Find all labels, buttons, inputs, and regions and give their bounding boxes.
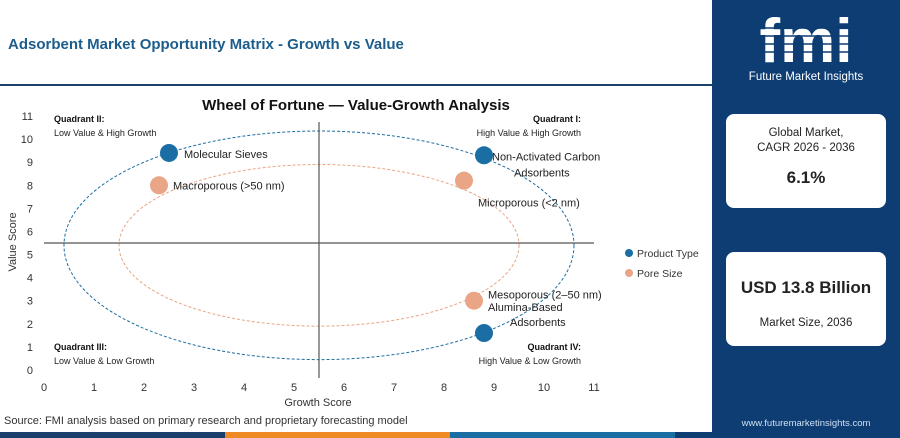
legend-marker (625, 249, 633, 257)
legend-marker (625, 269, 633, 277)
data-point (160, 143, 178, 162)
y-tick-label: 9 (27, 157, 33, 169)
y-tick-label: 8 (27, 180, 33, 192)
data-point-label-line: Non-Activated Carbon (492, 151, 600, 163)
y-tick-label: 5 (27, 250, 33, 262)
page-title: Adsorbent Market Opportunity Matrix - Gr… (8, 36, 404, 53)
x-tick-label: 9 (491, 382, 497, 394)
website-link[interactable]: www.futuremarketinsights.com (741, 418, 871, 429)
x-tick-label: 0 (41, 382, 47, 394)
data-point (475, 324, 493, 343)
data-point-label: Molecular Sieves (184, 149, 268, 161)
market-size-card: USD 13.8 Billion Market Size, 2036 (726, 252, 886, 346)
y-tick-label: 0 (27, 365, 33, 377)
data-point-label-line: Adsorbents (510, 317, 566, 329)
y-axis-label: Value Score (7, 212, 19, 271)
data-point-label: Non-Activated Carbon Adsorbents (492, 151, 600, 179)
y-tick-label: 10 (21, 134, 33, 146)
x-tick-label: 10 (538, 382, 550, 394)
sidebar: fmi Future Market Insights Global Market… (712, 0, 900, 438)
x-tick-label: 1 (91, 382, 97, 394)
data-point (465, 291, 483, 310)
y-tick-label: 6 (27, 226, 33, 238)
data-point (455, 171, 473, 190)
x-tick-label: 4 (241, 382, 247, 394)
x-tick-label: 3 (191, 382, 197, 394)
x-tick-label: 7 (391, 382, 397, 394)
cagr-card: Global Market, CAGR 2026 - 2036 6.1% (726, 114, 886, 208)
fmi-logo: fmi Future Market Insights (742, 8, 872, 83)
data-point (150, 176, 168, 195)
x-tick-label: 11 (588, 382, 599, 394)
chart-title: Wheel of Fortune — Value-Growth Analysis (202, 97, 510, 114)
logo-text: fmi (760, 8, 853, 76)
cagr-value: 6.1% (786, 168, 826, 187)
data-point-label-line: Alumina-Based (488, 302, 563, 314)
data-point-label: Macroporous (>50 nm) (173, 180, 285, 192)
logo-tagline: Future Market Insights (749, 71, 864, 83)
quadrant-4-description: High Value & Low Growth (479, 356, 581, 366)
cagr-label-line2: CAGR 2026 - 2036 (757, 142, 855, 154)
x-tick-label: 8 (441, 382, 447, 394)
quadrant-4-title: Quadrant IV: (527, 342, 581, 352)
y-tick-label: 4 (27, 273, 33, 285)
y-tick-label: 7 (27, 203, 33, 215)
y-tick-label: 3 (27, 296, 33, 308)
legend-label: Pore Size (637, 268, 683, 280)
market-size-label: Market Size, 2036 (759, 317, 853, 329)
y-tick-label: 11 (22, 111, 33, 123)
x-tick-label: 6 (341, 382, 347, 394)
x-tick-label: 2 (141, 382, 147, 394)
data-point-label: Mesoporous (2–50 nm) (488, 290, 602, 302)
quadrant-1-description: Low Value & High Growth (54, 128, 156, 138)
quadrant-1-title: Quadrant II: (54, 114, 105, 124)
quadrant-2-title: Quadrant I: (533, 114, 581, 124)
x-axis-label: Growth Score (284, 397, 351, 409)
chart-area: Wheel of Fortune — Value-Growth Analysis… (0, 89, 712, 413)
legend-label: Product Type (637, 248, 699, 260)
data-point-label-line: Adsorbents (514, 167, 570, 179)
quadrant-3-description: Low Value & Low Growth (54, 356, 154, 366)
data-point (475, 146, 493, 165)
quadrant-3-title: Quadrant III: (54, 342, 107, 352)
y-tick-label: 1 (27, 342, 33, 354)
opportunity-matrix-chart: Wheel of Fortune — Value-Growth Analysis… (7, 97, 699, 409)
market-size-value: USD 13.8 Billion (740, 278, 872, 297)
y-tick-label: 2 (27, 319, 33, 331)
source-note: Source: FMI analysis based on primary re… (4, 415, 408, 427)
data-point-label: Alumina-Based Adsorbents (488, 302, 566, 329)
quadrant-2-description: High Value & High Growth (477, 128, 581, 138)
title-divider (0, 84, 712, 86)
data-point-label: Microporous (<2 nm) (478, 198, 580, 210)
cagr-label-line1: Global Market, (768, 127, 844, 139)
x-tick-label: 5 (291, 382, 297, 394)
